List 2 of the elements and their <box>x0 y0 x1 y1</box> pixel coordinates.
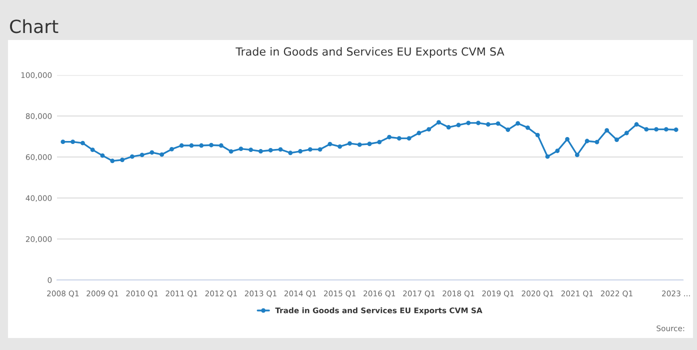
text: Chart <box>10 19 58 34</box>
chart-title: Trade in Goods and Services EU Exports CVM SA <box>236 47 504 58</box>
